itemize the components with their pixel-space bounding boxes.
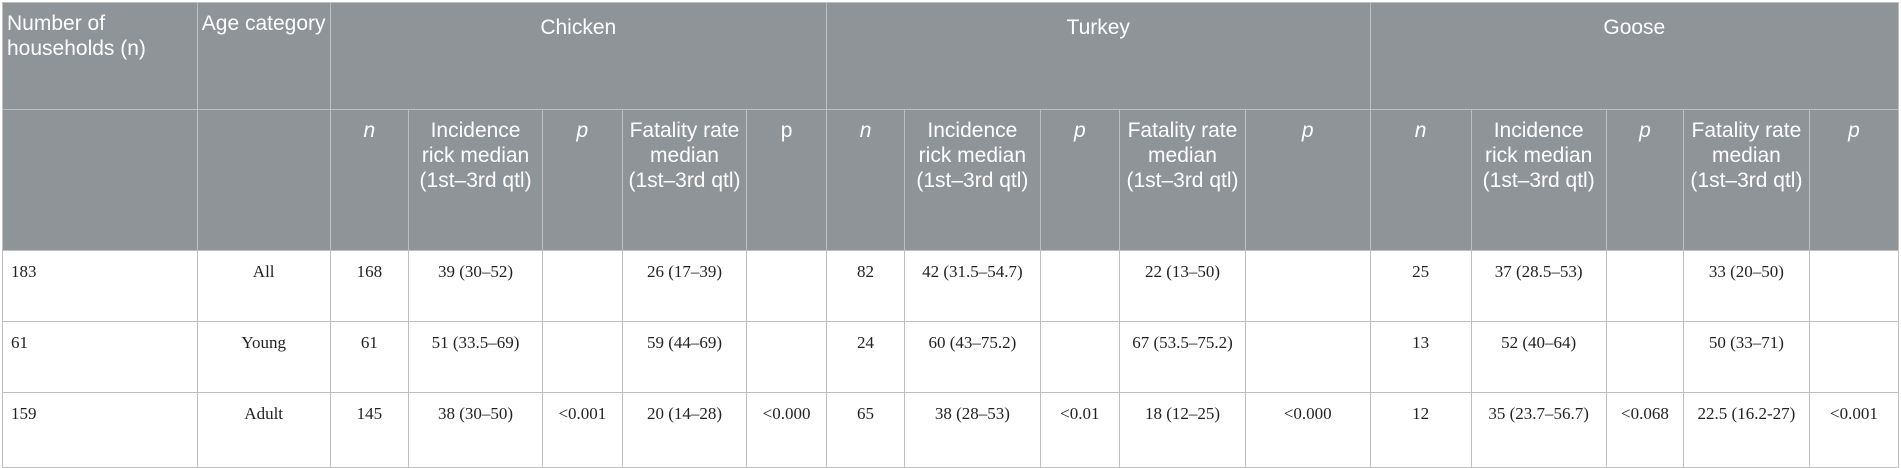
- measure-header: p: [1244, 109, 1371, 251]
- table-cell: 51 (33.5–69): [407, 321, 544, 393]
- table-cell: [1808, 250, 1900, 322]
- table-cell: Young: [196, 321, 331, 393]
- table-cell: 33 (20–50): [1683, 250, 1810, 322]
- table-cell: 39 (30–52): [407, 250, 544, 322]
- table-cell: 168: [329, 250, 409, 322]
- table-cell: [1808, 321, 1900, 393]
- measure-header: Incidence rick median (1st–3rd qtl): [904, 109, 1041, 251]
- table-cell: [1605, 250, 1685, 322]
- table-cell: <0.068: [1605, 392, 1685, 468]
- table-cell: 145: [329, 392, 409, 468]
- table-cell: [746, 250, 827, 322]
- table-cell: <0.01: [1039, 392, 1121, 468]
- table-cell: 65: [825, 392, 906, 468]
- table-cell: 50 (33–71): [1683, 321, 1810, 393]
- table-body: 183 All 168 39 (30–52) 26 (17–39) 82 42 (31.5–…: [2, 250, 1900, 468]
- measure-header: Incidence rick median (1st–3rd qtl): [1470, 109, 1607, 251]
- measure-header: Incidence rick median (1st–3rd qtl): [407, 109, 544, 251]
- households-header: Number of households (n): [2, 2, 198, 110]
- table-cell: [746, 321, 827, 393]
- table-cell: 25: [1369, 250, 1472, 322]
- table-cell: <0.001: [1808, 392, 1900, 468]
- measure-header: p: [542, 109, 623, 251]
- measure-header: p: [746, 109, 827, 251]
- table-cell: 183: [2, 250, 198, 322]
- header-row-groups: Number of households (n) Age category Ch…: [2, 2, 1900, 110]
- table-cell: [1039, 321, 1121, 393]
- table-cell: 12: [1369, 392, 1472, 468]
- measure-header: Fatality rate median (1st–3rd qtl): [1119, 109, 1246, 251]
- table-cell: [1244, 250, 1371, 322]
- table-cell: Adult: [196, 392, 331, 468]
- table-cell: 18 (12–25): [1119, 392, 1246, 468]
- measure-header: n: [329, 109, 409, 251]
- table-cell: <0.000: [1244, 392, 1371, 468]
- table-cell: 82: [825, 250, 906, 322]
- turkey-group-header: Turkey: [825, 2, 1371, 110]
- table-cell: [542, 321, 623, 393]
- table-cell: 35 (23.7–56.7): [1470, 392, 1607, 468]
- table-cell: 67 (53.5–75.2): [1119, 321, 1246, 393]
- table-row: 183 All 168 39 (30–52) 26 (17–39) 82 42 (31.5–…: [2, 250, 1900, 322]
- table-cell: 42 (31.5–54.7): [904, 250, 1041, 322]
- empty-header-cell: [196, 109, 331, 251]
- table-cell: 61: [2, 321, 198, 393]
- measure-header: p: [1605, 109, 1685, 251]
- table-cell: 22.5 (16.2-27): [1683, 392, 1810, 468]
- table-cell: 60 (43–75.2): [904, 321, 1041, 393]
- table-cell: [1244, 321, 1371, 393]
- measure-header: Fatality rate median (1st–3rd qtl): [1683, 109, 1810, 251]
- table-cell: 13: [1369, 321, 1472, 393]
- table-cell: [1039, 250, 1121, 322]
- table-cell: [542, 250, 623, 322]
- table-cell: <0.000: [746, 392, 827, 468]
- table-cell: All: [196, 250, 331, 322]
- empty-header-cell: [2, 109, 198, 251]
- measure-header: p: [1808, 109, 1900, 251]
- table-cell: 38 (30–50): [407, 392, 544, 468]
- table-cell: 59 (44–69): [621, 321, 748, 393]
- table-cell: 38 (28–53): [904, 392, 1041, 468]
- table-cell: 24: [825, 321, 906, 393]
- table-cell: 52 (40–64): [1470, 321, 1607, 393]
- goose-group-header: Goose: [1369, 2, 1900, 110]
- table-cell: 159: [2, 392, 198, 468]
- table-cell: 22 (13–50): [1119, 250, 1246, 322]
- table-row: 159 Adult 145 38 (30–50) <0.001 20 (14–28) <0.…: [2, 392, 1900, 468]
- measure-header: Fatality rate median (1st–3rd qtl): [621, 109, 748, 251]
- measure-header: n: [825, 109, 906, 251]
- table-cell: 26 (17–39): [621, 250, 748, 322]
- table-cell: <0.001: [542, 392, 623, 468]
- measure-header: p: [1039, 109, 1121, 251]
- measure-header: n: [1369, 109, 1472, 251]
- header-row-measures: n Incidence rick median (1st–3rd qtl) p Fat…: [2, 109, 1900, 251]
- chicken-group-header: Chicken: [329, 2, 827, 110]
- table-cell: 61: [329, 321, 409, 393]
- table-cell: 20 (14–28): [621, 392, 748, 468]
- table-row: 61 Young 61 51 (33.5–69) 59 (44–69) 24 60 (43–…: [2, 321, 1900, 393]
- age-category-header: Age category: [196, 2, 331, 110]
- table-cell: [1605, 321, 1685, 393]
- table-cell: 37 (28.5–53): [1470, 250, 1607, 322]
